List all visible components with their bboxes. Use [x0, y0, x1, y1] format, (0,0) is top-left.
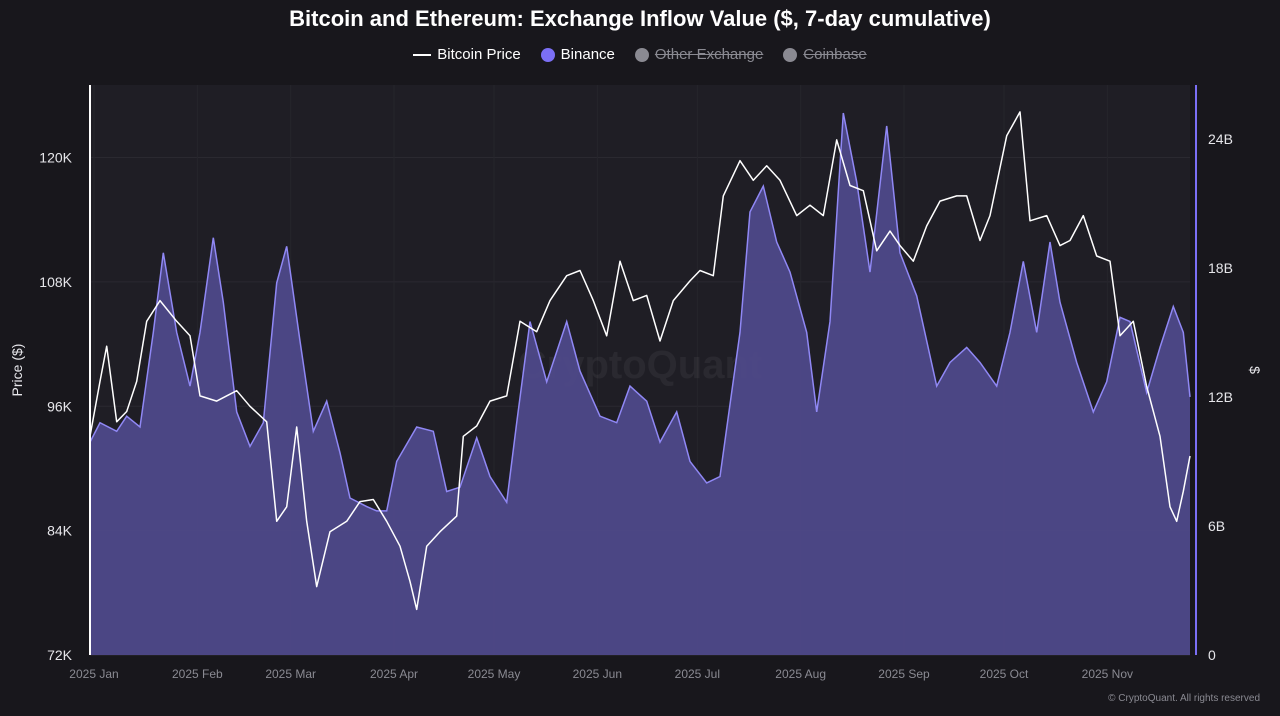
right-tick-label: 24B	[1208, 131, 1233, 147]
legend-label: Coinbase	[803, 46, 867, 63]
x-tick-label: 2025 Nov	[1082, 667, 1133, 681]
legend-label: Other Exchange	[654, 46, 764, 63]
left-tick-label: 120K	[39, 150, 72, 166]
x-tick-label: 2025 Mar	[265, 667, 316, 681]
right-tick-label: 18B	[1208, 260, 1233, 276]
right-axis-label: $	[1247, 366, 1263, 374]
left-tick-label: 96K	[47, 398, 73, 414]
x-tick-label: 2025 Aug	[775, 667, 826, 681]
copyright-footer: © CryptoQuant. All rights reserved	[1108, 693, 1260, 704]
bitcoin-price-line	[89, 111, 1191, 611]
legend-item-coinbase[interactable]: Coinbase	[783, 46, 867, 63]
binance-area	[90, 113, 1190, 655]
binance-line	[89, 112, 1191, 512]
x-tick-label: 2025 Oct	[980, 667, 1029, 681]
legend-item-binance[interactable]: Binance	[540, 46, 615, 63]
x-tick-label: 2025 Feb	[172, 667, 223, 681]
chart-title: Bitcoin and Ethereum: Exchange Inflow Va…	[289, 6, 991, 31]
x-tick-label: 2025 Apr	[370, 667, 418, 681]
x-tick-label: 2025 Jun	[573, 667, 622, 681]
legend-item-other-exchange[interactable]: Other Exchange	[634, 46, 764, 63]
left-axis-label: Price ($)	[9, 344, 25, 397]
left-tick-label: 72K	[47, 647, 73, 663]
line-swatch-icon	[413, 53, 432, 56]
legend-label: Bitcoin Price	[437, 46, 521, 63]
legend-item-bitcoin-price[interactable]: Bitcoin Price	[413, 46, 521, 63]
x-tick-label: 2025 Jan	[69, 667, 118, 681]
right-tick-label: 6B	[1208, 518, 1225, 534]
x-tick-label: 2025 Sep	[878, 667, 930, 681]
x-tick-label: 2025 May	[468, 667, 521, 681]
legend: Bitcoin Price Binance Other Exchange Coi…	[0, 46, 1280, 63]
dot-swatch-icon	[540, 47, 555, 62]
x-tick-label: 2025 Jul	[675, 667, 720, 681]
legend-label: Binance	[560, 46, 615, 63]
dot-swatch-icon	[783, 47, 798, 62]
left-tick-label: 108K	[39, 274, 72, 290]
left-tick-label: 84K	[47, 523, 73, 539]
right-tick-label: 0	[1208, 647, 1216, 663]
dot-swatch-icon	[634, 47, 649, 62]
right-tick-label: 12B	[1208, 389, 1233, 405]
